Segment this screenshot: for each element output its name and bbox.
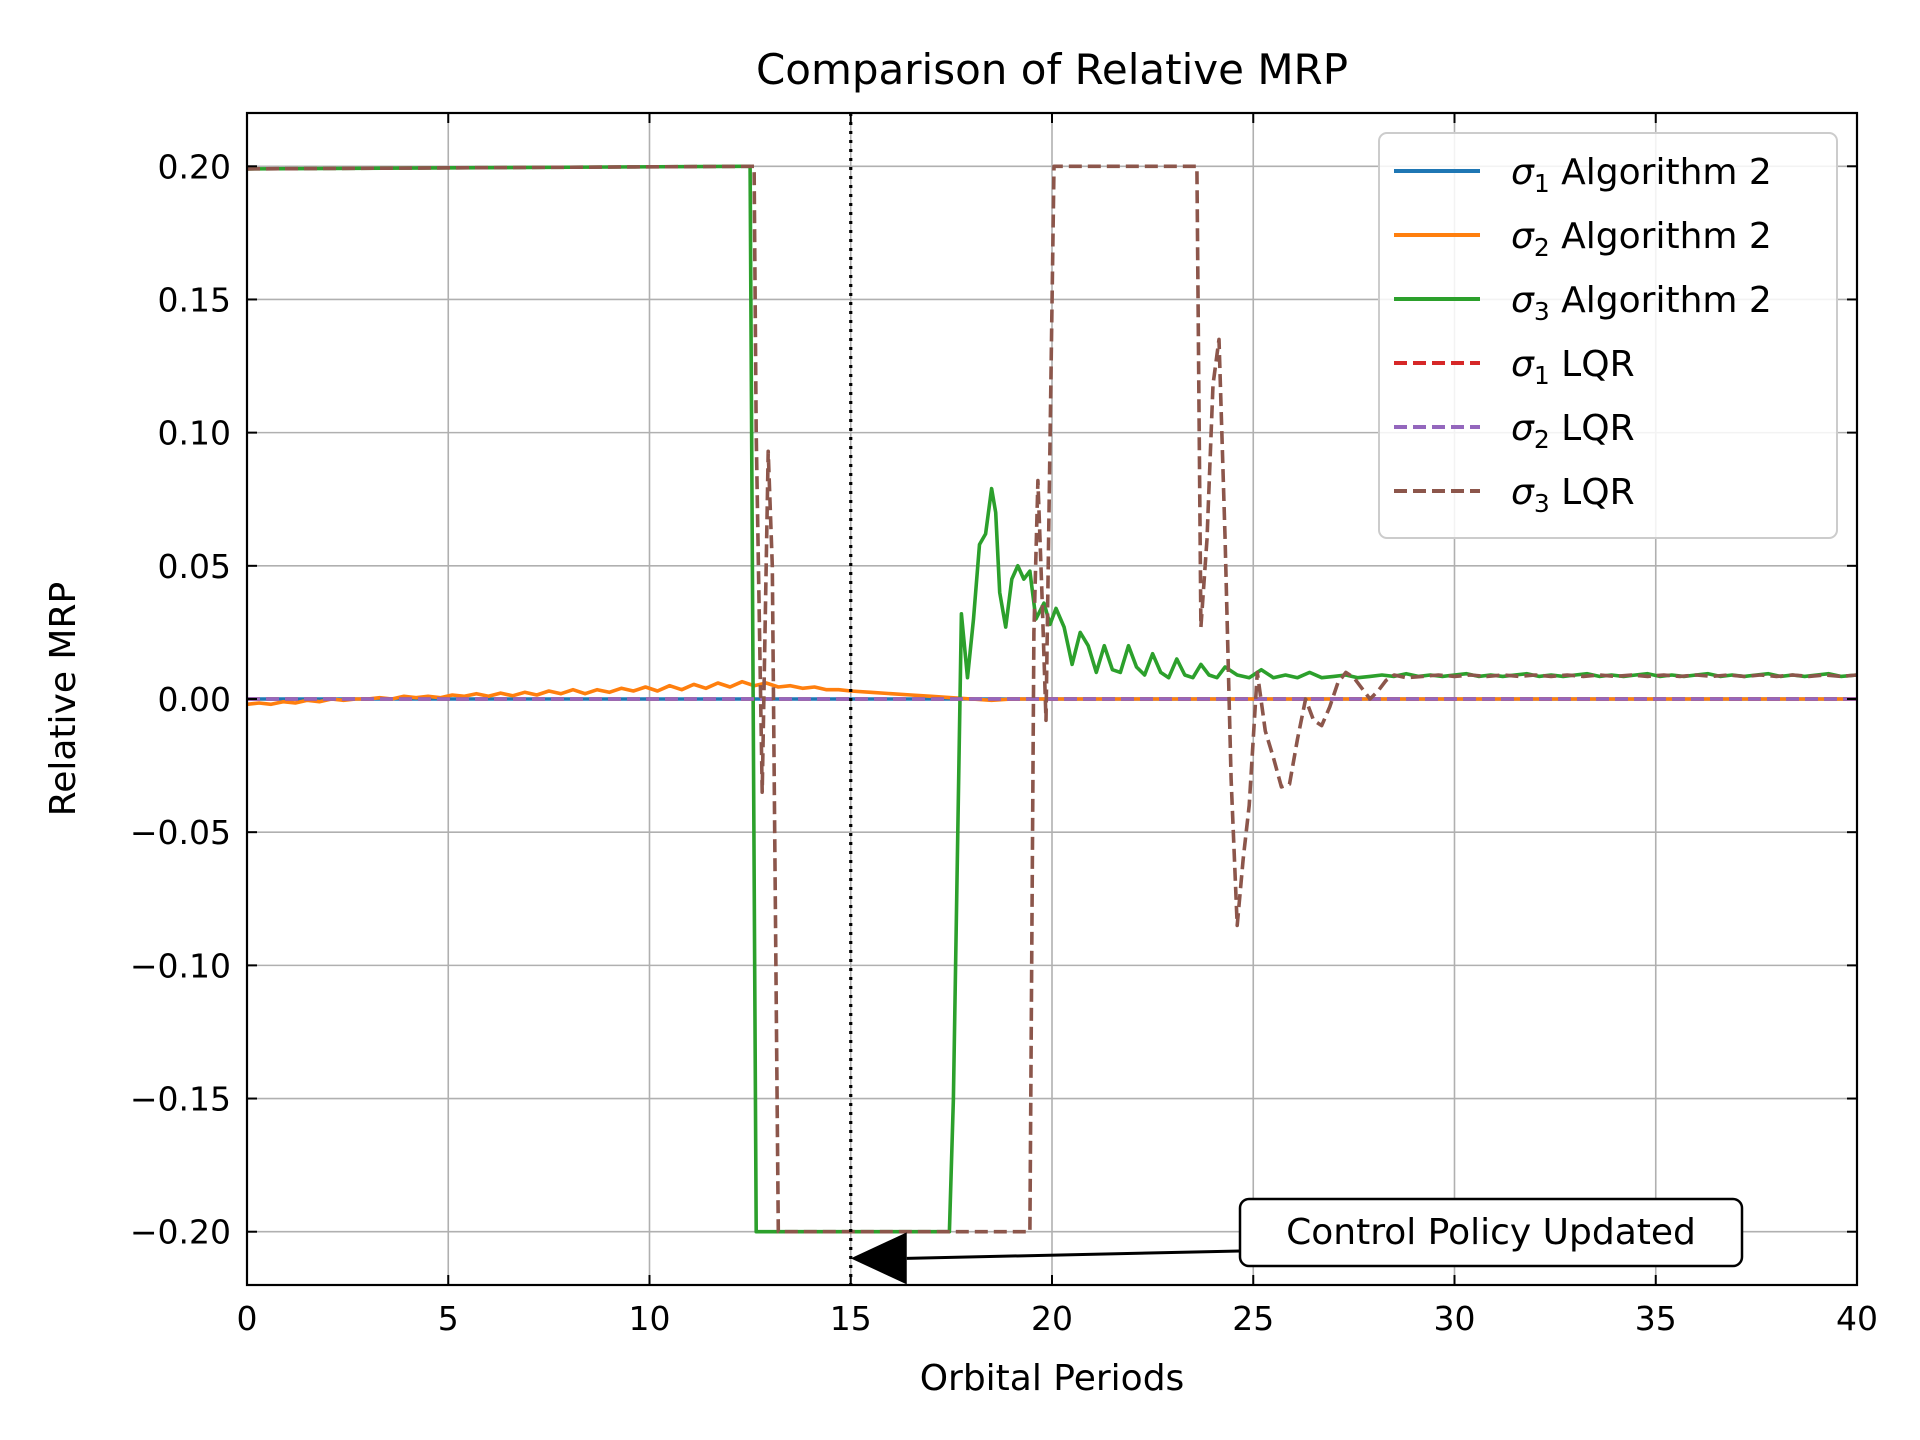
x-tick-label: 35 bbox=[1635, 1299, 1677, 1338]
y-axis-title: Relative MRP bbox=[43, 582, 84, 816]
x-tick-label: 5 bbox=[438, 1299, 459, 1338]
axis-ticks: 0 5 10 15 20 25 30 35 40 −0.20 −0.15 −0.10 −0.05 0.00… bbox=[130, 113, 1878, 1338]
legend: σ1 Algorithm 2 σ2 Algorithm 2 σ3 Algorithm… bbox=[1378, 132, 1838, 539]
annotation-arrow-line bbox=[906, 1249, 1241, 1260]
series-line-6 bbox=[246, 164, 1858, 1234]
series-line-2 bbox=[246, 679, 1857, 707]
x-axis-title: Orbital Periods bbox=[920, 1358, 1185, 1399]
legend-label-6: σ3 LQR bbox=[1511, 472, 1635, 518]
x-tick-label: 0 bbox=[237, 1299, 258, 1338]
annotation-arrowhead bbox=[850, 1232, 907, 1285]
y-tick-label: 0.20 bbox=[158, 147, 231, 186]
y-tick-label: 0.10 bbox=[158, 414, 231, 453]
y-tick-label: −0.05 bbox=[130, 813, 231, 852]
series-group bbox=[246, 164, 1858, 1234]
legend-box bbox=[1378, 132, 1838, 539]
x-tick-label: 40 bbox=[1836, 1299, 1878, 1338]
x-tick-label: 25 bbox=[1232, 1299, 1274, 1338]
y-tick-label: 0.15 bbox=[158, 280, 231, 319]
annotation-text: Control Policy Updated bbox=[1286, 1212, 1696, 1253]
x-tick-label: 15 bbox=[830, 1299, 872, 1338]
legend-label-1: σ1 Algorithm 2 bbox=[1511, 152, 1772, 198]
y-tick-label: −0.20 bbox=[130, 1213, 231, 1252]
x-tick-label: 10 bbox=[629, 1299, 671, 1338]
y-tick-label: 0.05 bbox=[158, 547, 231, 586]
annotation: Control Policy Updated bbox=[850, 1197, 1744, 1285]
legend-label-5: σ2 LQR bbox=[1511, 408, 1635, 454]
legend-label-3: σ3 Algorithm 2 bbox=[1511, 280, 1772, 326]
annotation-box bbox=[1238, 1197, 1744, 1268]
legend-label-4: σ1 LQR bbox=[1511, 344, 1635, 390]
x-tick-label: 30 bbox=[1434, 1299, 1476, 1338]
y-tick-label: 0.00 bbox=[158, 680, 231, 719]
chart-title: Comparison of Relative MRP bbox=[756, 45, 1348, 94]
y-tick-label: −0.10 bbox=[130, 946, 231, 985]
x-tick-label: 20 bbox=[1031, 1299, 1073, 1338]
y-tick-label: −0.15 bbox=[130, 1080, 231, 1119]
legend-label-2: σ2 Algorithm 2 bbox=[1511, 216, 1772, 262]
